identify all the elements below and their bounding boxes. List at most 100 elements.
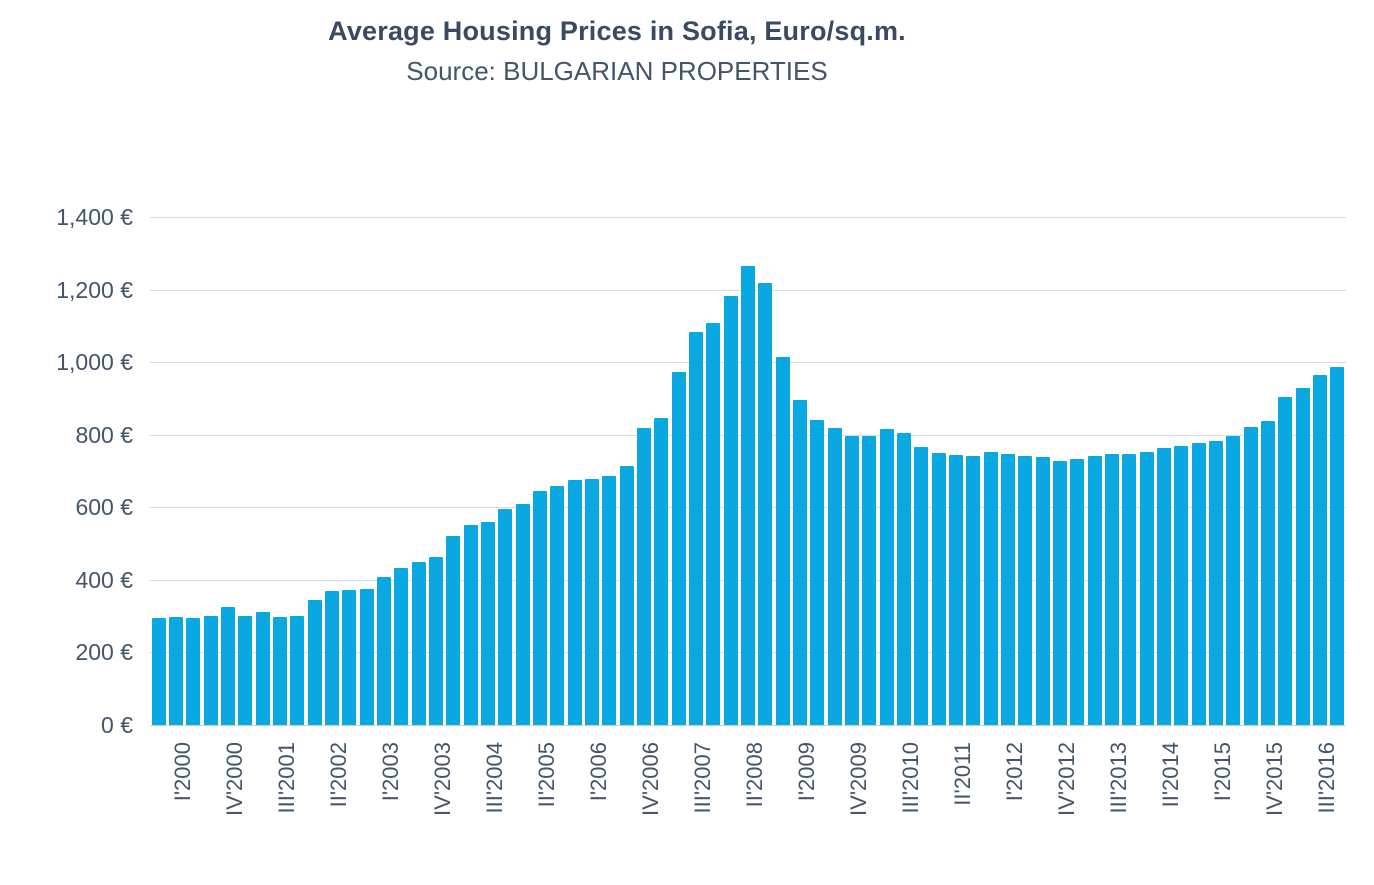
x-tick-label-text: I'2015	[1209, 742, 1235, 802]
bar-IV'2015	[1243, 427, 1258, 725]
bar-II'2008	[723, 295, 738, 725]
x-axis-line	[150, 725, 1346, 726]
bar-I'2013	[1053, 460, 1067, 725]
x-tick-label-text: IV'2003	[429, 742, 455, 816]
bar-I'2015	[1191, 443, 1206, 725]
bar-III'2014	[1157, 447, 1171, 725]
x-tick-label-text: I'2003	[377, 742, 403, 802]
bar-II'2001	[238, 615, 253, 725]
bar-IV'2006	[619, 465, 634, 725]
bar-IV'2007	[689, 332, 703, 725]
bar-III'2002	[325, 591, 339, 725]
bar-IV'2011	[966, 456, 981, 725]
bar-II'2007	[654, 418, 669, 725]
bar-I'2005	[498, 508, 513, 725]
bar-III'2006	[602, 475, 617, 725]
x-tick-label-text: II'2011	[949, 742, 975, 806]
y-tick-label: 0 €	[101, 712, 133, 738]
bar-IV'2002	[342, 590, 357, 725]
bar-III'2015	[1226, 435, 1241, 725]
bar-II'2009	[793, 399, 807, 725]
bar-III'2009	[810, 419, 825, 725]
y-tick-label: 800 €	[75, 421, 133, 448]
bar-II'2003	[377, 577, 391, 725]
x-tick-label-text: II'2008	[741, 742, 767, 808]
bar-II'2012	[1001, 453, 1015, 725]
bar-IV'2001	[273, 616, 287, 725]
chart-subtitle: Source: BULGARIAN PROPERTIES	[406, 56, 828, 86]
bar-I'2009	[775, 357, 790, 725]
x-tick-label-text: IV'2012	[1053, 742, 1079, 816]
bar-II'2013	[1070, 459, 1085, 725]
y-tick-label: 600 €	[75, 494, 133, 521]
bar-III'2008	[741, 266, 755, 725]
bar-I'2012	[983, 452, 998, 725]
x-tick-label-text: I'2009	[793, 742, 819, 802]
bar-IV'2004	[481, 521, 495, 725]
bar-IV'2003	[411, 561, 426, 725]
bar-III'2007	[671, 371, 686, 725]
chart-title: Average Housing Prices in Sofia, Euro/sq…	[328, 16, 906, 46]
bar-III'2001	[255, 612, 270, 725]
y-tick-label: 1,000 €	[56, 349, 133, 376]
bar-IV'2010	[897, 433, 911, 725]
bar-III'2016	[1295, 387, 1310, 725]
chart-header: Average Housing Prices in Sofia, Euro/sq…	[0, 16, 1234, 87]
bar-III'2010	[879, 429, 894, 725]
plot-area	[150, 217, 1346, 726]
x-tick-label-text: II'2002	[325, 742, 351, 808]
x-tick-label: III'2016	[1314, 741, 1374, 813]
bar-II'2005	[515, 503, 530, 725]
bar-II'2000	[169, 617, 183, 725]
bar-IV'2009	[827, 428, 842, 725]
x-tick-label-text: IV'2000	[221, 742, 247, 816]
bar-I'2000	[151, 617, 166, 725]
bar-III'2004	[463, 525, 478, 725]
x-tick-label-text: I'2000	[169, 742, 195, 802]
y-tick-label: 1,400 €	[56, 204, 133, 230]
x-tick-label-text: III'2007	[689, 742, 715, 814]
x-tick-label-text: I'2012	[1001, 742, 1027, 802]
bar-I'2003	[359, 588, 374, 725]
y-tick-label: 200 €	[75, 639, 133, 666]
x-tick-label-text: IV'2006	[637, 742, 663, 816]
x-tick-label-text: III'2001	[273, 742, 299, 814]
bar-III'2003	[394, 567, 409, 725]
bar-IV'2005	[550, 485, 565, 725]
bar-I'2001	[221, 607, 235, 725]
bar-II'2004	[446, 535, 461, 725]
bar-III'2005	[533, 490, 547, 725]
bar-II'2006	[585, 478, 599, 725]
x-tick-label-text: II'2005	[533, 742, 559, 808]
bar-II'2002	[307, 600, 322, 725]
bar-I'2008	[706, 323, 721, 725]
bar-I'2002	[290, 616, 305, 725]
x-tick-label-text: III'2013	[1105, 742, 1131, 814]
bar-IV'2016	[1313, 374, 1327, 725]
x-tick-label-text: III'2010	[897, 742, 923, 814]
bar-IV'2013	[1105, 453, 1119, 725]
x-tick-label-text: III'2016	[1313, 742, 1339, 814]
bar-IV'2014	[1174, 445, 1189, 725]
bar-I'2006	[567, 480, 582, 725]
bar-I'2014	[1122, 453, 1137, 725]
x-tick-label-text: IV'2009	[845, 742, 871, 816]
x-tick-label-text: II'2014	[1157, 742, 1183, 808]
bar-II'2015	[1209, 440, 1223, 725]
bar-III'2012	[1018, 456, 1033, 725]
bar-II'2016	[1278, 397, 1293, 725]
x-tick-label-text: IV'2015	[1261, 742, 1287, 816]
bar-II'2010	[862, 435, 877, 725]
bar-II'2011	[931, 452, 946, 725]
bar-I'2011	[914, 447, 929, 725]
bar-IV'2000	[203, 616, 218, 725]
y-tick-label: 1,200 €	[56, 276, 133, 303]
x-tick-label-text: III'2004	[481, 742, 507, 814]
gridline	[150, 217, 1346, 218]
bar-I'2016	[1261, 420, 1275, 725]
bar-I'2017	[1330, 367, 1345, 725]
bar-III'2011	[949, 454, 963, 725]
x-tick-label-text: I'2006	[585, 742, 611, 802]
y-tick-label: 400 €	[75, 566, 133, 593]
